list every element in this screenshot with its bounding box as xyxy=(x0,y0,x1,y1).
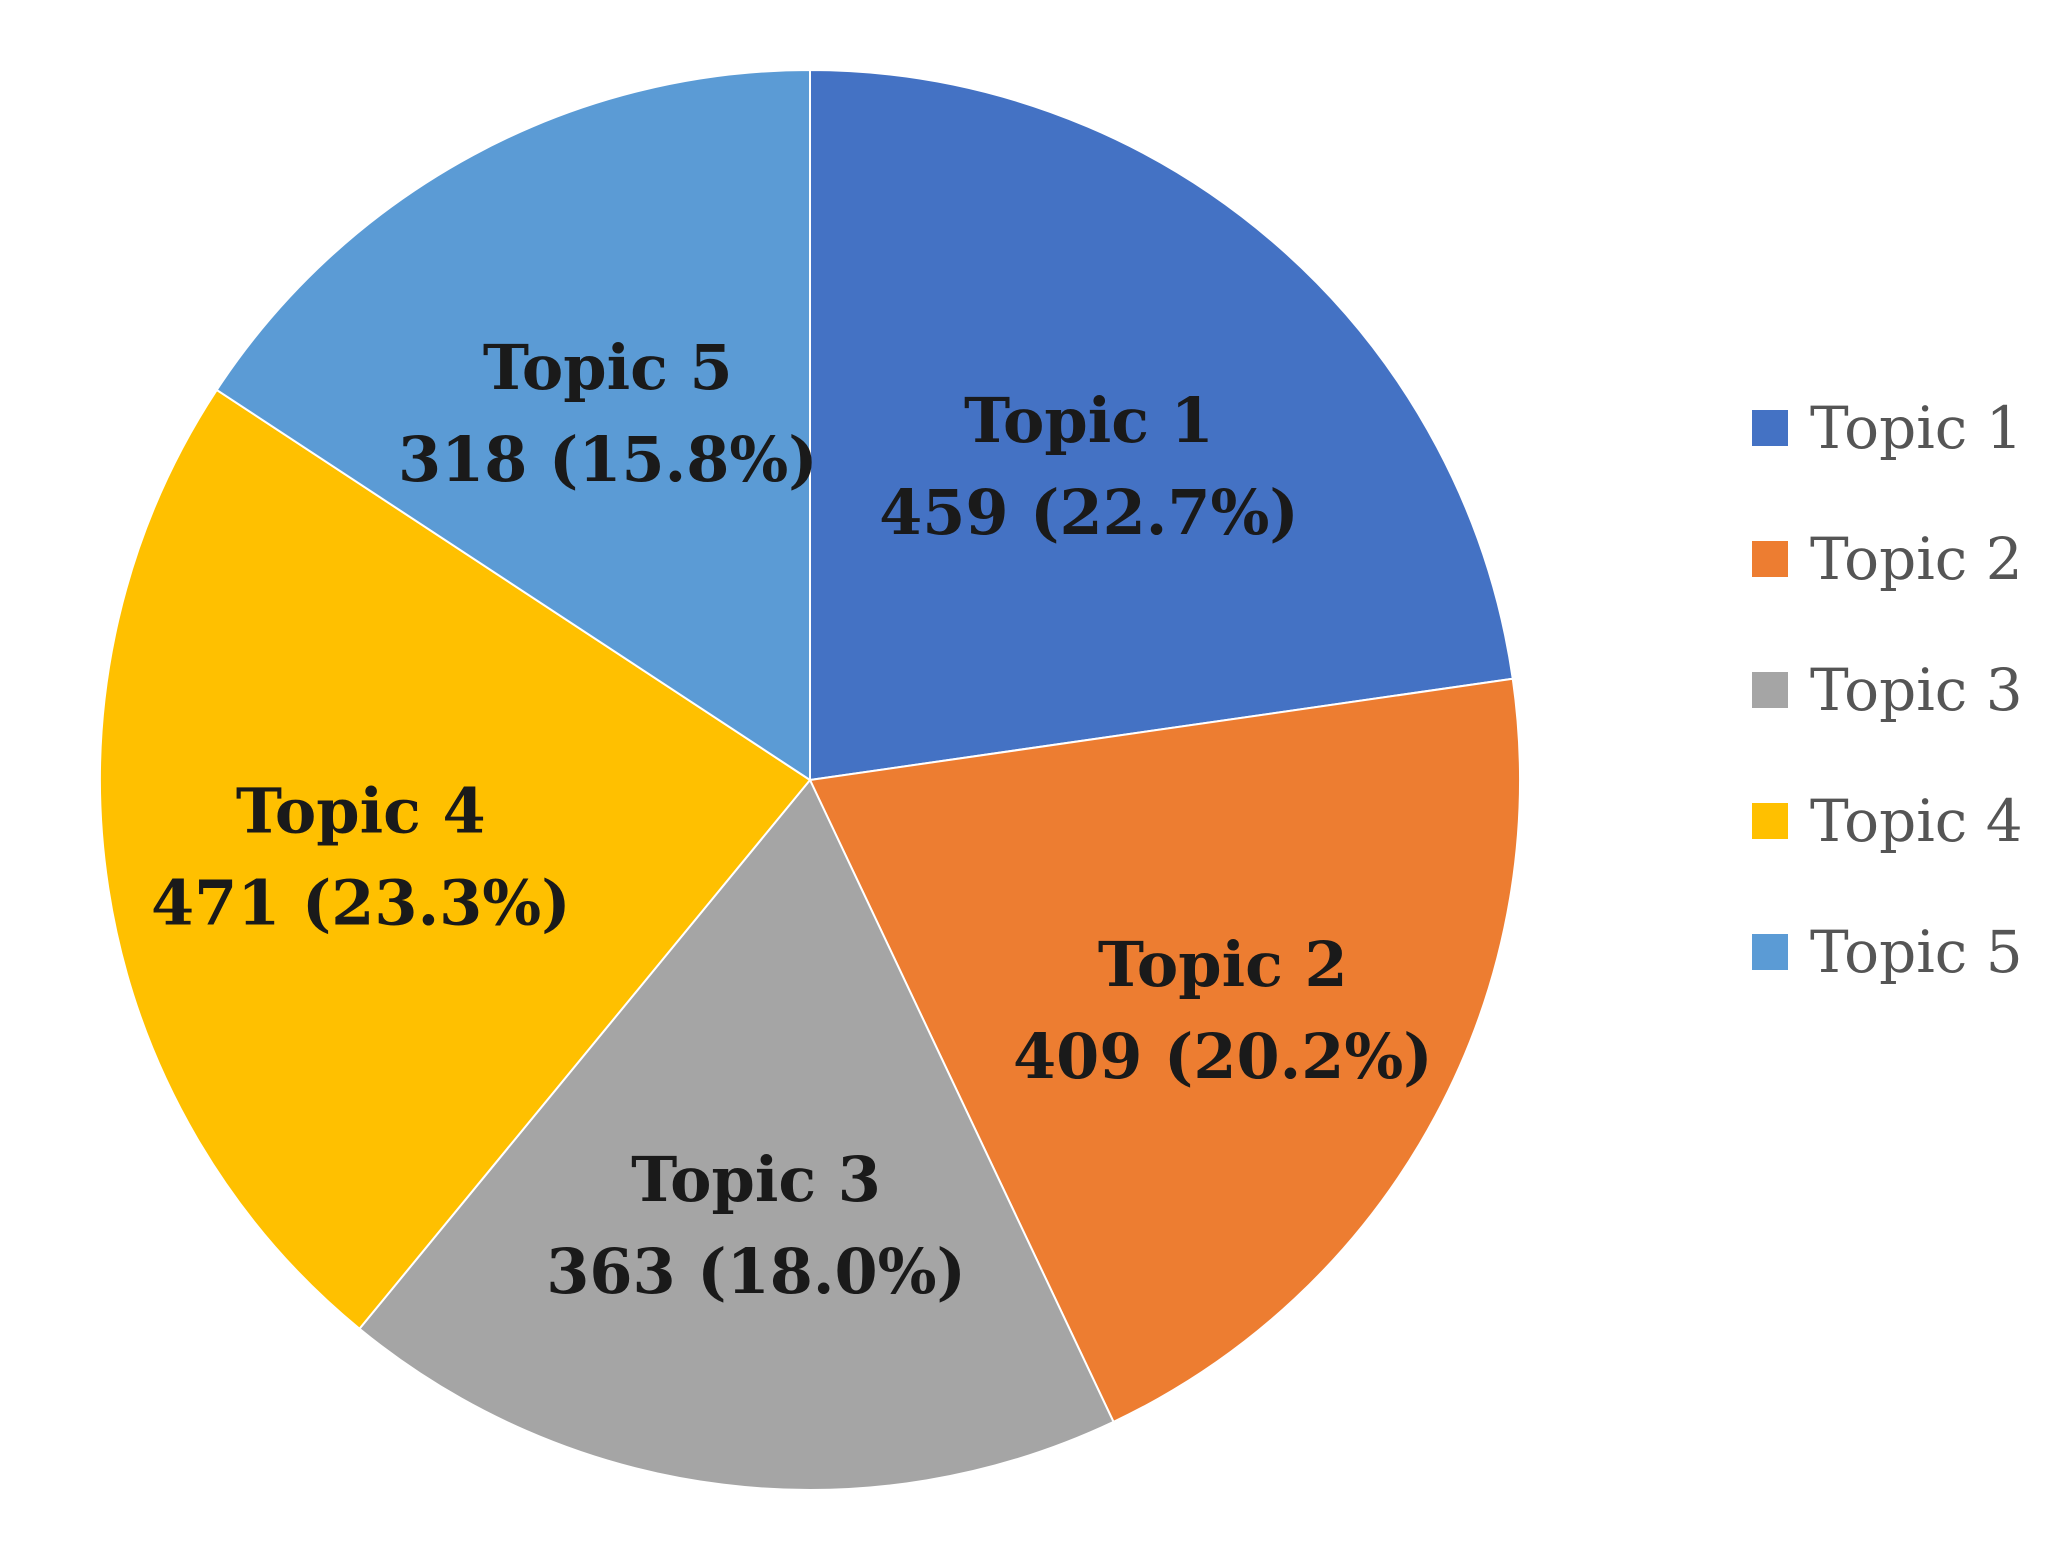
pie-slices xyxy=(99,68,1521,1491)
pie-slice-topic-1 xyxy=(809,68,1514,782)
slice-label-topic-1: Topic 1 xyxy=(964,384,1214,457)
slice-value-topic-1: 459 (22.7%) xyxy=(879,476,1299,549)
pie-slice-topic-4 xyxy=(99,388,812,1331)
legend-swatch-topic-4 xyxy=(1752,803,1788,839)
slice-label-topic-3: Topic 3 xyxy=(631,1143,881,1216)
slice-value-topic-5: 318 (15.8%) xyxy=(398,423,818,496)
legend-label-topic-1: Topic 1 xyxy=(1810,394,2023,462)
legend-swatch-topic-1 xyxy=(1752,410,1788,446)
legend-label-topic-3: Topic 3 xyxy=(1810,656,2023,724)
pie-slice-topic-3 xyxy=(358,778,1115,1491)
slice-label-topic-4: Topic 4 xyxy=(236,774,486,847)
legend-label-topic-2: Topic 2 xyxy=(1810,525,2023,593)
legend-swatch-topic-3 xyxy=(1752,672,1788,708)
legend-label-topic-4: Topic 4 xyxy=(1810,787,2023,855)
slice-value-topic-2: 409 (20.2%) xyxy=(1013,1020,1433,1093)
slice-value-topic-4: 471 (23.3%) xyxy=(151,866,571,939)
legend: Topic 1 Topic 2 Topic 3 Topic 4 Topic 5 xyxy=(1752,394,2023,986)
legend-swatch-topic-5 xyxy=(1752,934,1788,970)
slice-label-topic-5: Topic 5 xyxy=(483,331,733,404)
legend-label-topic-5: Topic 5 xyxy=(1810,918,2023,986)
pie-labels: Topic 1 459 (22.7%) Topic 2 409 (20.2%) Topi… xyxy=(151,331,1433,1308)
legend-swatch-topic-2 xyxy=(1752,541,1788,577)
slice-value-topic-3: 363 (18.0%) xyxy=(546,1235,966,1308)
slice-label-topic-2: Topic 2 xyxy=(1098,928,1348,1001)
pie-slice-topic-2 xyxy=(808,677,1521,1424)
pie-slice-topic-5 xyxy=(215,68,811,782)
